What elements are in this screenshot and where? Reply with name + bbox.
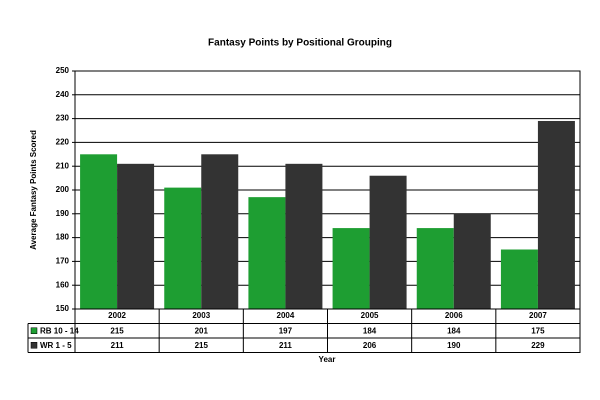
legend-label: WR 1 - 5: [40, 341, 72, 350]
x-tick-label: 2006: [445, 311, 463, 320]
table-value: 211: [279, 341, 292, 350]
bar: [117, 163, 155, 309]
bar: [201, 154, 239, 309]
bar: [80, 154, 118, 309]
table-value: 184: [363, 326, 377, 335]
y-tick-label: 210: [56, 161, 70, 170]
x-tick-label: 2005: [361, 311, 379, 320]
table-value: 184: [447, 326, 461, 335]
y-tick-label: 190: [56, 209, 70, 218]
bar: [453, 213, 491, 309]
chart-title: Fantasy Points by Positional Grouping: [208, 38, 392, 49]
table-value: 229: [531, 341, 545, 350]
table-value: 215: [195, 341, 209, 350]
bar: [537, 120, 575, 309]
bar: [416, 228, 454, 309]
table-value: 201: [195, 326, 209, 335]
y-tick-label: 160: [56, 280, 70, 289]
table-value: 206: [363, 341, 377, 350]
bar: [500, 249, 538, 309]
bar: [285, 163, 323, 309]
y-tick-label: 230: [56, 114, 70, 123]
table-value: 215: [110, 326, 124, 335]
table-value: 211: [111, 341, 124, 350]
bar: [369, 175, 407, 309]
legend-key: [30, 327, 38, 334]
y-tick-label: 220: [56, 138, 70, 147]
x-axis-label: Year: [319, 355, 336, 364]
y-tick-label: 170: [56, 257, 70, 266]
y-tick-label: 240: [56, 90, 70, 99]
legend-label: RB 10 - 14: [40, 326, 79, 335]
bar: [164, 187, 202, 309]
bar: [332, 228, 370, 309]
table-value: 190: [447, 341, 461, 350]
y-axis-label: Average Fantasy Points Scored: [29, 130, 38, 250]
y-tick-label: 150: [56, 304, 70, 313]
table-value: 197: [279, 326, 293, 335]
x-tick-label: 2002: [108, 311, 126, 320]
bar: [248, 197, 286, 309]
x-tick-label: 2004: [277, 311, 295, 320]
y-tick-label: 200: [56, 185, 70, 194]
legend-key: [30, 342, 38, 349]
x-tick-label: 2007: [529, 311, 547, 320]
y-tick-label: 250: [56, 66, 70, 75]
y-tick-label: 180: [56, 233, 70, 242]
table-value: 175: [531, 326, 545, 335]
x-tick-label: 2003: [192, 311, 210, 320]
